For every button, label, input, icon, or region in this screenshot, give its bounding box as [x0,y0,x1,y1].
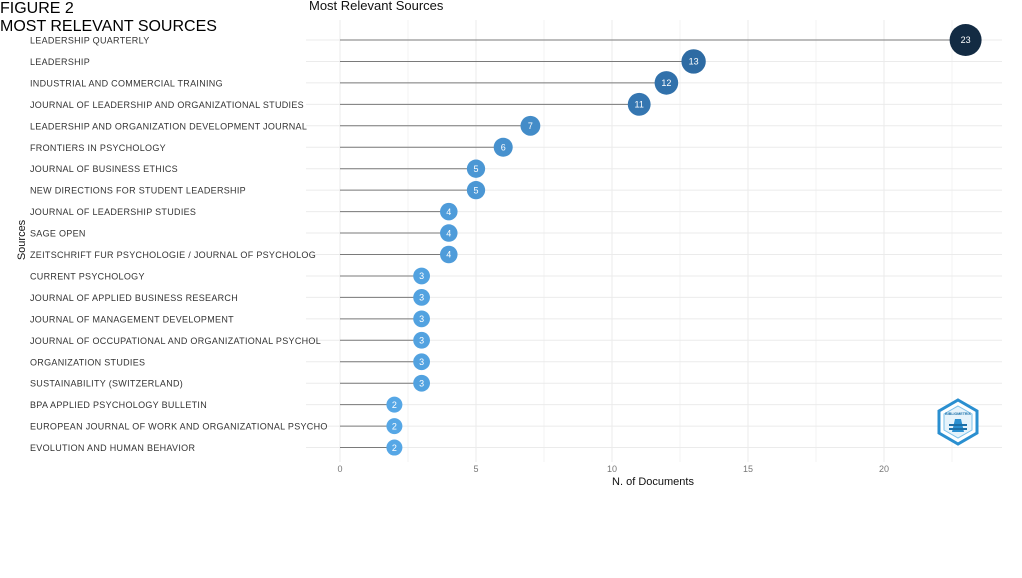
category-label: LEADERSHIP [30,57,90,67]
data-label: 13 [689,57,699,67]
data-label: 3 [419,336,424,346]
data-point [386,418,403,435]
category-label: ORGANIZATION STUDIES [30,357,145,367]
category-label: CURRENT PSYCHOLOGY [30,271,145,281]
category-label: JOURNAL OF MANAGEMENT DEVELOPMENT [30,314,234,324]
data-label: 3 [419,314,424,324]
category-label: NEW DIRECTIONS FOR STUDENT LEADERSHIP [30,186,246,196]
category-label: JOURNAL OF APPLIED BUSINESS RESEARCH [30,293,238,303]
category-label: LEADERSHIP QUARTERLY [30,36,150,46]
category-label: EVOLUTION AND HUMAN BEHAVIOR [30,443,195,453]
grid-lines [306,20,1002,462]
category-label: ZEITSCHRIFT FUR PSYCHOLOGIE / JOURNAL OF… [30,250,316,260]
x-tick-label: 5 [473,464,478,474]
category-label: BPA APPLIED PSYCHOLOGY BULLETIN [30,400,207,410]
logo-text: BIBLIOMETRIX [945,412,971,416]
data-point [413,267,430,285]
category-labels: LEADERSHIP QUARTERLY LEADERSHIP INDUSTRIAL… [30,36,328,454]
data-point [493,137,513,157]
data-label: 6 [501,142,506,152]
data-point [386,396,403,413]
data-label: 2 [392,400,397,410]
data-point [440,202,458,221]
data-point [413,289,430,306]
data-label: 5 [473,185,478,195]
x-tick-label: 0 [337,464,342,474]
category-label: JOURNAL OF OCCUPATIONAL AND ORGANIZATION… [30,336,321,346]
figure-caption-title: MOST RELEVANT SOURCES [0,18,217,35]
lollipop-chart: Most Relevant Sources LEADERSHIP QUARTER… [16,0,1002,488]
data-point [520,115,541,136]
category-label: EUROPEAN JOURNAL OF WORK AND ORGANIZATIO… [30,422,328,432]
data-label: 12 [661,78,671,88]
data-point [440,245,458,264]
data-point [654,71,679,95]
data-label: 3 [419,271,424,281]
data-point [413,310,430,328]
x-tick-label: 15 [743,464,753,474]
stems [340,39,966,449]
data-label: 23 [961,35,971,45]
figure-caption-number: FIGURE 2 [0,0,74,17]
y-axis-title: Sources [16,219,28,260]
data-label: 4 [446,228,451,238]
x-tick-labels: 0 5 10 15 20 [337,464,889,474]
category-label: JOURNAL OF LEADERSHIP AND ORGANIZATIONAL… [30,100,304,110]
data-point [413,331,430,349]
data-point [466,159,486,178]
x-tick-label: 20 [879,464,889,474]
data-label: 2 [392,421,397,431]
data-point [413,374,430,392]
category-label: LEADERSHIP AND ORGANIZATION DEVELOPMENT … [30,121,307,131]
data-points: 23 13 12 11 7 6 5 5 4 4 4 3 3 3 3 3 3 2 2 2 [386,24,982,456]
data-label: 3 [419,378,424,388]
category-label: JOURNAL OF BUSINESS ETHICS [30,164,178,174]
category-label: SUSTAINABILITY (SWITZERLAND) [30,379,183,389]
data-point [681,49,706,74]
data-point [466,181,486,200]
data-label: 4 [446,250,451,260]
data-label: 5 [473,164,478,174]
data-label: 7 [528,121,533,131]
data-point [627,92,651,116]
x-tick-label: 10 [607,464,617,474]
data-point [413,353,430,371]
data-label: 4 [446,207,451,217]
category-label: JOURNAL OF LEADERSHIP STUDIES [30,207,196,217]
data-point [386,439,403,456]
chart-title: Most Relevant Sources [309,0,444,13]
category-label: INDUSTRIAL AND COMMERCIAL TRAINING [30,78,223,88]
data-point [440,224,458,242]
bibliometrix-logo: BIBLIOMETRIX [937,398,979,446]
data-label: 11 [635,100,644,110]
data-point [949,24,982,56]
data-label: 2 [392,443,397,453]
category-label: FRONTIERS IN PSYCHOLOGY [30,143,166,153]
category-label: SAGE OPEN [30,229,86,239]
data-label: 3 [419,357,424,367]
data-label: 3 [419,293,424,303]
x-axis-title: N. of Documents [612,476,694,488]
